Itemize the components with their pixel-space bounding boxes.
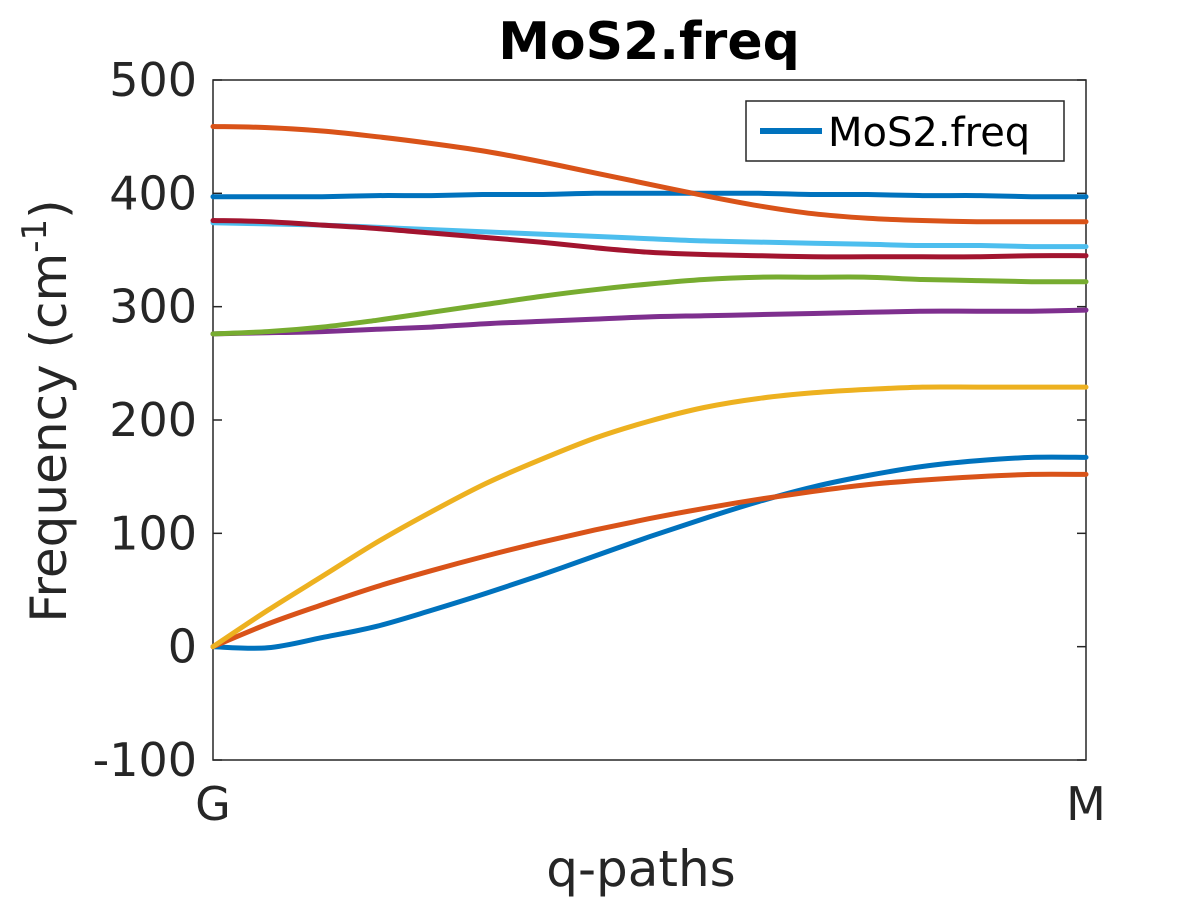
x-tick-label: M	[1066, 777, 1106, 831]
legend: MoS2.freq	[745, 100, 1065, 162]
y-axis-label-superscript: -1	[15, 219, 55, 253]
y-tick-label: 500	[109, 53, 197, 107]
y-tick-label: 200	[109, 393, 197, 447]
y-tick-label: 300	[109, 280, 197, 334]
y-axis-label: Frequency (cm-1)	[15, 199, 78, 622]
x-tick-label: G	[195, 777, 231, 831]
y-tick-label: 0	[168, 620, 197, 674]
y-tick-label: -100	[93, 733, 197, 787]
svg-text:Frequency (cm-1): Frequency (cm-1)	[15, 199, 78, 622]
chart-title: MoS2.freq	[498, 12, 800, 72]
series-line-branch-5	[210, 274, 1089, 337]
tick-marks	[213, 79, 1086, 761]
series-line-branch-9	[210, 124, 1089, 225]
y-tick-label: 100	[109, 506, 197, 560]
y-axis-label-close: )	[20, 199, 78, 219]
x-axis-label: q-paths	[546, 840, 736, 898]
series-lines	[210, 124, 1089, 651]
legend-label: MoS2.freq	[828, 110, 1030, 156]
y-tick-labels: -100 0 100 200 300 400 500	[93, 53, 197, 787]
series-line-branch-4	[210, 307, 1089, 337]
y-tick-label: 400	[109, 166, 197, 220]
y-axis-label-main: Frequency (cm	[20, 253, 78, 623]
legend-box	[745, 100, 1065, 162]
series-line-branch-7	[210, 218, 1089, 260]
series-line-branch-2	[210, 471, 1089, 650]
series-line-branch-3	[210, 384, 1089, 650]
series-line-branch-1	[210, 454, 1089, 651]
series-line-branch-8	[210, 190, 1089, 200]
